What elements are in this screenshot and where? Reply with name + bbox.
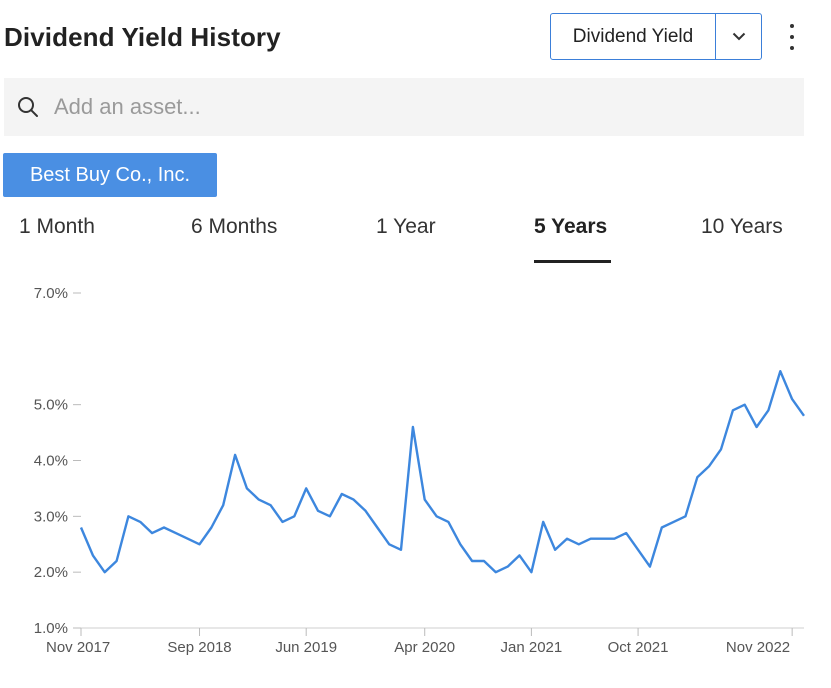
x-tick-label: Apr 2020 bbox=[394, 639, 455, 656]
x-tick-label: Jan 2021 bbox=[501, 639, 563, 656]
series-line-best-buy bbox=[79, 370, 805, 574]
page-title: Dividend Yield History bbox=[4, 22, 281, 52]
metric-dropdown[interactable]: Dividend Yield bbox=[550, 13, 762, 60]
y-axis: 1.0% 2.0% 3.0% 4.0% 5.0% 7.0% bbox=[34, 285, 81, 637]
tab-10-years[interactable]: 10 Years bbox=[701, 215, 783, 238]
x-tick-label: Sep 2018 bbox=[167, 639, 231, 656]
time-range-tabs: 1 Month 6 Months 1 Year 5 Years 10 Years bbox=[0, 215, 831, 265]
x-tick-label: Jun 2019 bbox=[275, 639, 337, 656]
active-tab-indicator bbox=[534, 260, 611, 263]
y-tick-label: 3.0% bbox=[34, 508, 68, 525]
metric-dropdown-label: Dividend Yield bbox=[551, 14, 716, 59]
tab-1-year[interactable]: 1 Year bbox=[376, 215, 436, 238]
x-tick-label: Oct 2021 bbox=[608, 639, 669, 656]
tab-6-months[interactable]: 6 Months bbox=[191, 215, 278, 238]
search-icon bbox=[16, 95, 40, 119]
tab-5-years[interactable]: 5 Years bbox=[534, 215, 608, 238]
tab-1-month[interactable]: 1 Month bbox=[19, 215, 95, 238]
y-tick-label: 5.0% bbox=[34, 397, 68, 414]
asset-search-input[interactable] bbox=[52, 93, 756, 121]
y-tick-label: 7.0% bbox=[34, 285, 68, 302]
asset-chip[interactable]: Best Buy Co., Inc. bbox=[3, 153, 217, 197]
asset-search-bar bbox=[4, 78, 804, 136]
y-tick-label: 2.0% bbox=[34, 564, 68, 581]
y-tick-label: 4.0% bbox=[34, 453, 68, 470]
y-tick-label: 1.0% bbox=[34, 620, 68, 637]
x-tick-label: Nov 2022 bbox=[726, 639, 790, 656]
more-options-icon[interactable] bbox=[782, 24, 802, 50]
chevron-down-icon[interactable] bbox=[716, 14, 761, 59]
x-axis: Nov 2017 Sep 2018 Jun 2019 Apr 2020 Jan 2021… bbox=[46, 627, 804, 656]
x-tick-label: Nov 2017 bbox=[46, 639, 110, 656]
